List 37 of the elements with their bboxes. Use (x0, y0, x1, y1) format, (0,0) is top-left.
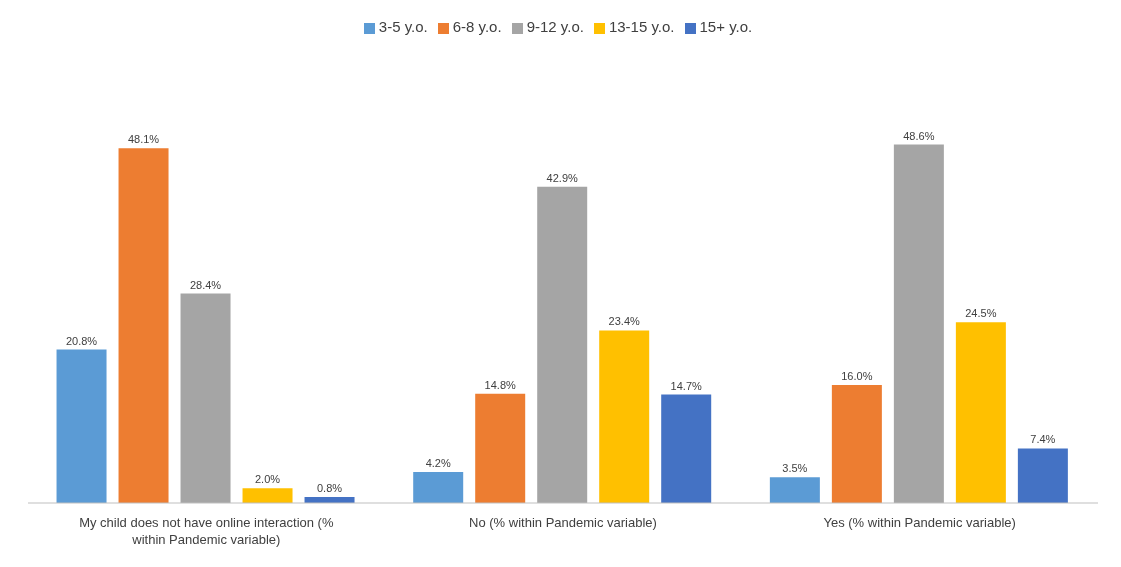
x-tick-label: Yes (% within Pandemic variable) (823, 515, 1016, 530)
bar (242, 488, 293, 503)
bar (56, 349, 107, 503)
x-tick-label: No (% within Pandemic variable) (469, 515, 657, 530)
bar (769, 477, 820, 503)
bar (893, 144, 944, 503)
legend-label: 9-12 y.o. (526, 18, 584, 35)
data-label: 20.8% (65, 334, 98, 347)
data-label: 48.1% (127, 133, 160, 146)
data-label: 16.0% (841, 370, 873, 383)
data-label: 42.9% (546, 171, 579, 184)
bar (831, 385, 882, 503)
bar (180, 293, 231, 503)
bar (955, 322, 1006, 503)
data-label: 23.4% (608, 315, 641, 328)
legend-label: 6-8 y.o. (452, 18, 502, 35)
data-label: 14.7% (670, 379, 703, 392)
data-label: 2.0% (254, 473, 281, 486)
data-label: 14.8% (484, 378, 517, 391)
bar (599, 330, 650, 503)
data-label: 48.6% (903, 129, 935, 142)
x-tick-label: My child does not have online interaction (% within Pandemic variable) (79, 515, 334, 547)
bar (475, 393, 526, 503)
bar (661, 394, 712, 503)
bar (118, 148, 169, 503)
legend-label: 3-5 y.o. (378, 18, 428, 35)
data-label: 4.2% (425, 457, 451, 470)
legend-label: 15+ y.o. (699, 18, 753, 35)
bar (1017, 448, 1068, 503)
bar (413, 472, 464, 503)
data-label: 7.4% (1030, 433, 1056, 446)
bar (537, 186, 588, 503)
legend-label: 13-15 y.o. (608, 18, 675, 35)
data-label: 28.4% (189, 278, 222, 291)
data-label: 0.8% (316, 482, 343, 495)
data-label: 3.5% (782, 462, 808, 475)
data-label: 24.5% (965, 307, 997, 320)
